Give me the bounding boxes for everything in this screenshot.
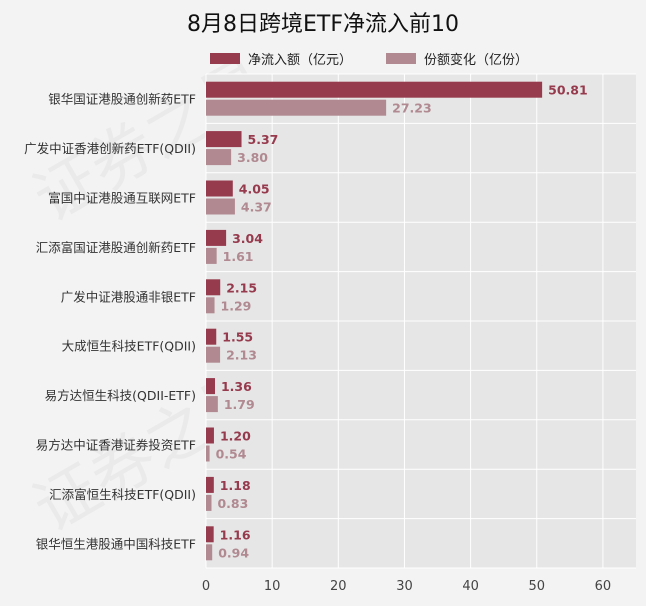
data-label-share-change: 0.83: [217, 496, 248, 511]
y-tick-label: 富国中证港股通互联网ETF: [48, 191, 196, 206]
data-label-share-change: 0.94: [218, 545, 249, 560]
bar-share-change: [206, 198, 235, 215]
x-tick-label: 20: [330, 579, 347, 594]
data-label-share-change: 2.13: [226, 348, 257, 363]
x-tick-label: 40: [462, 579, 479, 594]
legend-label-share-change: 份额变化（亿份）: [424, 52, 529, 68]
y-tick-label: 大成恒生科技ETF(QDII): [62, 339, 196, 354]
x-tick-label: 50: [528, 579, 545, 594]
bar-inflow: [206, 180, 233, 197]
legend-swatch-inflow: [210, 52, 240, 64]
bar-inflow: [206, 427, 214, 444]
x-tick-label: 30: [396, 579, 413, 594]
data-label-inflow: 5.37: [248, 132, 279, 147]
data-label-share-change: 0.54: [216, 447, 247, 462]
y-tick-label: 汇添富恒生科技ETF(QDII): [49, 487, 196, 502]
bar-share-change: [206, 445, 210, 462]
data-label-share-change: 27.23: [392, 101, 432, 116]
data-label-inflow: 3.04: [232, 231, 263, 246]
bar-share-change: [206, 149, 232, 166]
bar-inflow: [206, 279, 221, 296]
data-label-share-change: 4.37: [241, 200, 272, 215]
bar-share-change: [206, 346, 221, 363]
data-label-share-change: 3.80: [237, 150, 268, 165]
bar-inflow: [206, 81, 543, 98]
data-label-inflow: 50.81: [548, 83, 588, 98]
data-label-inflow: 1.18: [220, 478, 251, 493]
data-label-share-change: 1.61: [223, 249, 254, 264]
x-tick-label: 0: [202, 579, 210, 594]
bar-inflow: [206, 378, 215, 395]
bar-share-change: [206, 544, 213, 561]
bar-share-change: [206, 247, 217, 264]
data-label-share-change: 1.79: [224, 397, 255, 412]
bar-share-change: [206, 297, 215, 314]
x-tick-label: 10: [264, 579, 281, 594]
y-tick-label: 易方达恒生科技(QDII-ETF): [45, 388, 196, 403]
chart-title: 8月8日跨境ETF净流入前10: [187, 12, 459, 37]
y-tick-label: 广发中证香港创新药ETF(QDII): [24, 141, 196, 156]
legend-item-inflow: 净流入额（亿元）: [210, 49, 352, 68]
bar-inflow: [206, 131, 242, 148]
y-tick-label: 广发中证港股通非银ETF: [61, 289, 196, 304]
y-tick-label: 银华国证港股通创新药ETF: [48, 92, 196, 107]
bar-inflow: [206, 526, 214, 543]
data-label-inflow: 1.16: [220, 527, 251, 542]
data-label-inflow: 2.15: [226, 280, 257, 295]
legend-item-share-change: 份额变化（亿份）: [386, 49, 528, 68]
bar-share-change: [206, 494, 212, 511]
bar-share-change: [206, 99, 387, 116]
bar-inflow: [206, 476, 214, 493]
bar-inflow: [206, 328, 217, 345]
x-tick-label: 60: [595, 579, 612, 594]
y-tick-label: 易方达中证香港证券投资ETF: [36, 438, 196, 453]
legend-swatch-share-change: [386, 52, 417, 64]
bar-share-change: [206, 396, 218, 413]
data-label-inflow: 1.20: [220, 429, 251, 444]
y-tick-label: 汇添富国证港股通创新药ETF: [36, 240, 196, 255]
data-label-inflow: 4.05: [239, 182, 270, 197]
data-label-share-change: 1.29: [221, 298, 252, 313]
y-tick-label: 银华恒生港股通中国科技ETF: [36, 536, 196, 551]
data-label-inflow: 1.55: [222, 330, 253, 345]
legend-label-inflow: 净流入额（亿元）: [248, 52, 353, 68]
data-label-inflow: 1.36: [221, 379, 252, 394]
bar-inflow: [206, 229, 227, 246]
chart-legend: 净流入额（亿元） 份额变化（亿份）: [210, 48, 562, 68]
